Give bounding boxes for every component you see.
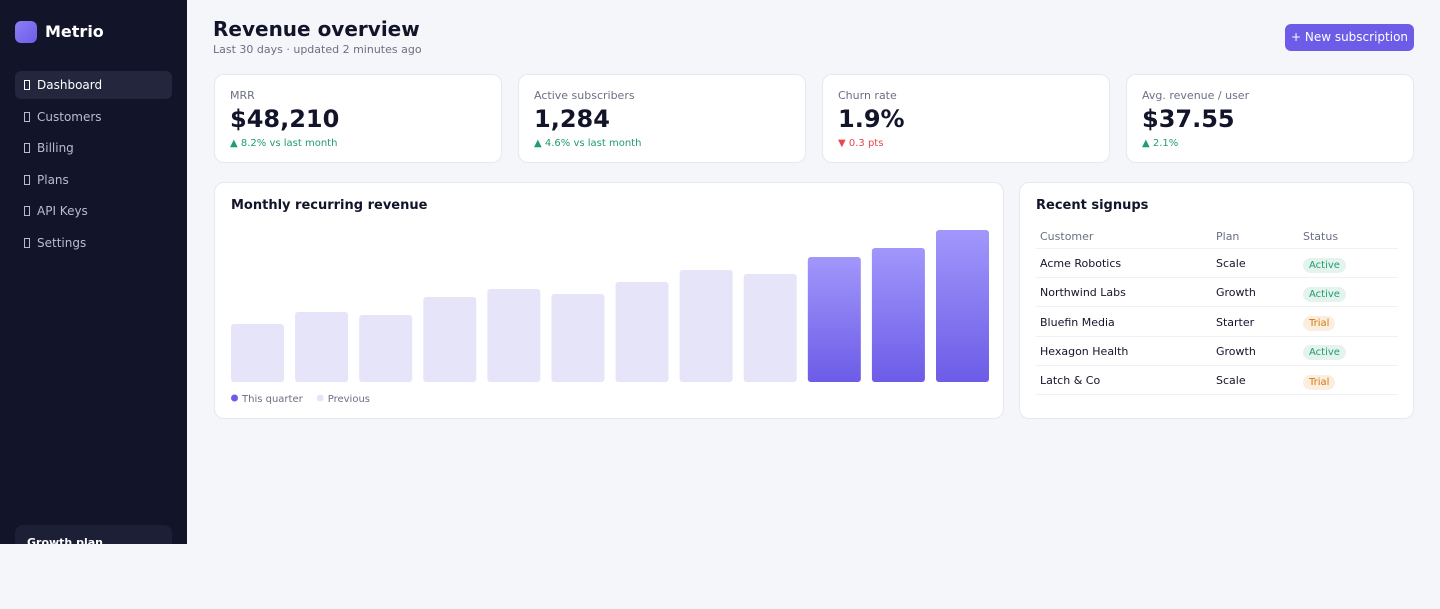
brand: Metrio	[45, 22, 104, 41]
nav-item[interactable]: Dashboard	[15, 71, 172, 99]
table-header: Plan	[1216, 230, 1240, 243]
kpi-value: 1.9%	[838, 105, 905, 133]
signups-card: Recent signups Customer Plan Status Acme Ro…	[1019, 182, 1414, 419]
bar	[423, 297, 477, 382]
row-divider	[1036, 248, 1398, 249]
status-badge: Trial	[1303, 374, 1336, 390]
plan-card[interactable]: Growth plan	[15, 525, 172, 544]
kpi-label: Avg. revenue / user	[1142, 89, 1250, 102]
nav-icon	[24, 238, 30, 248]
table-header: Status	[1303, 230, 1339, 243]
row-divider	[1036, 277, 1398, 278]
kpi-delta: ▲ 4.6% vs last month	[534, 138, 642, 149]
kpi-card: MRR $48,210 ▲ 8.2% vs last month	[214, 74, 502, 163]
legend-dot	[231, 394, 238, 402]
kpi-label: MRR	[230, 89, 255, 102]
kpi-label: Active subscribers	[534, 89, 635, 102]
table-header: Customer	[1040, 230, 1094, 243]
row-divider	[1036, 335, 1398, 337]
legend-label: Previous	[328, 394, 370, 405]
chart: This quarter Previous	[231, 230, 989, 405]
chart-card: Monthly recurring revenue This quarter Pr…	[214, 182, 1004, 419]
customer-name: Bluefin Media	[1040, 315, 1115, 329]
kpi-value: $48,210	[230, 105, 340, 133]
nav-item[interactable]: Billing	[15, 134, 172, 162]
legend-label: This quarter	[241, 394, 304, 405]
status-badge: Active	[1303, 345, 1346, 361]
bar	[615, 282, 669, 382]
bar	[359, 315, 413, 382]
row-divider	[1036, 394, 1398, 396]
plan-name: Growth	[1216, 344, 1256, 358]
bar	[743, 274, 797, 382]
bar	[936, 230, 989, 382]
page-subtitle: Last 30 days · updated 2 minutes ago	[213, 43, 422, 56]
bar	[679, 270, 733, 382]
nav-icon	[24, 143, 30, 154]
nav-item[interactable]: Plans	[15, 166, 172, 194]
bar	[551, 294, 605, 382]
bar	[871, 248, 925, 382]
nav-icon	[24, 174, 30, 185]
bar	[807, 257, 861, 382]
kpi-delta: ▲ 2.1%	[1142, 138, 1179, 149]
new-subscription-button[interactable]: + New subscription	[1285, 24, 1414, 51]
kpi-value: $37.55	[1142, 105, 1235, 133]
status-badge: Active	[1303, 286, 1346, 302]
bar	[231, 324, 284, 382]
nav-icon	[24, 111, 30, 122]
page-title: Revenue overview	[213, 17, 420, 41]
nav-item[interactable]: Settings	[15, 229, 172, 257]
chart-title: Monthly recurring revenue	[231, 198, 428, 213]
kpi-value: 1,284	[534, 105, 610, 133]
plan-name: Starter	[1216, 315, 1255, 329]
signups-title: Recent signups	[1036, 198, 1149, 213]
nav-item[interactable]: Customers	[15, 103, 172, 131]
plan-name: Scale	[1216, 257, 1246, 270]
bar	[295, 312, 349, 382]
bar	[487, 289, 541, 382]
nav-icon	[24, 206, 30, 217]
nav-item[interactable]: API Keys	[15, 197, 172, 225]
kpi-delta: ▼ 0.3 pts	[838, 138, 884, 149]
logo	[15, 21, 37, 43]
kpi-card: Churn rate 1.9% ▼ 0.3 pts	[822, 74, 1110, 163]
plan-name: Scale	[1216, 374, 1246, 388]
row-divider	[1036, 306, 1398, 308]
status-badge: Active	[1303, 257, 1346, 273]
customer-name: Northwind Labs	[1040, 286, 1126, 300]
status-badge: Trial	[1303, 316, 1336, 332]
customer-name: Hexagon Health	[1040, 344, 1129, 358]
kpi-card: Avg. revenue / user $37.55 ▲ 2.1%	[1126, 74, 1414, 163]
customer-name: Acme Robotics	[1040, 257, 1122, 270]
customer-name: Latch & Co	[1040, 374, 1101, 388]
kpi-label: Churn rate	[838, 89, 897, 102]
legend-dot	[316, 394, 324, 402]
plan-name: Growth	[1216, 286, 1256, 300]
nav-icon	[24, 80, 30, 90]
row-divider	[1036, 364, 1398, 366]
kpi-delta: ▲ 8.2% vs last month	[230, 138, 338, 149]
sidebar: Metrio Growth plan Dashboard Customers Bil…	[0, 0, 187, 544]
kpi-card: Active subscribers 1,284 ▲ 4.6% vs last mo…	[518, 74, 806, 163]
